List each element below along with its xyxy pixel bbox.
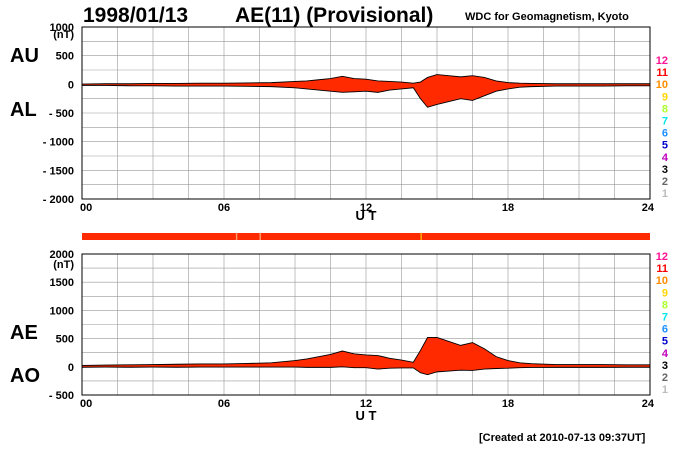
y-tick-label: 0: [68, 79, 74, 91]
legend-item: 10: [656, 79, 668, 91]
y-tick-label: - 1500: [43, 165, 74, 177]
x-axis-label: U T: [356, 408, 377, 423]
y-tick-label: 1500: [50, 277, 74, 289]
legend-item: 10: [656, 275, 668, 287]
legend-item: 4: [662, 348, 669, 360]
unit-label: (nT): [53, 29, 74, 41]
station-bar-mark: [259, 233, 261, 240]
series-line-al: [82, 85, 650, 108]
x-tick-label: 12: [360, 202, 372, 214]
x-tick-label: 06: [218, 398, 230, 410]
legend-item: 3: [662, 360, 668, 372]
legend-item: 8: [662, 299, 668, 311]
series-line-ao: [81, 366, 650, 376]
y-tick-label: 500: [56, 51, 74, 63]
y-tick-label: - 2000: [43, 194, 74, 206]
plot-frame: [81, 26, 651, 200]
station-bar: [82, 233, 650, 240]
legend-item: 12: [656, 55, 668, 67]
legend-item: 3: [662, 164, 668, 176]
side-label-ao: AO: [10, 365, 40, 387]
created-timestamp: [Created at 2010-07-13 09:37UT]: [479, 432, 646, 444]
x-tick-label: 18: [502, 398, 514, 410]
legend-item: 9: [662, 287, 668, 299]
y-tick-label: - 500: [49, 390, 74, 402]
legend-item: 5: [662, 336, 668, 348]
x-tick-label: 00: [80, 202, 92, 214]
y-tick-label: 0: [68, 362, 74, 374]
side-label-al: AL: [10, 99, 37, 121]
legend-item: 6: [662, 128, 668, 140]
x-axis-label: U T: [356, 208, 377, 223]
legend-item: 2: [662, 372, 668, 384]
x-tick-label: 24: [642, 398, 655, 410]
x-tick-label: 18: [502, 202, 514, 214]
y-tick-label: 500: [56, 334, 74, 346]
legend-item: 6: [662, 324, 668, 336]
institution-label: WDC for Geomagnetism, Kyoto: [465, 11, 629, 23]
legend-item: 8: [662, 103, 668, 115]
plot-frame: [81, 253, 651, 396]
side-label-au: AU: [10, 45, 39, 67]
legend-item: 7: [662, 116, 668, 128]
legend-item: 2: [662, 176, 668, 188]
station-bar-mark: [235, 233, 238, 240]
legend-item: 5: [662, 140, 668, 152]
plot-title: AE(11) (Provisional): [235, 4, 434, 27]
legend-item: 9: [662, 91, 668, 103]
legend-item: 11: [656, 67, 668, 79]
station-bar-mark: [420, 233, 422, 240]
y-tick-label: 1000: [50, 22, 74, 34]
plot-date: 1998/01/13: [83, 4, 189, 27]
band-fill: [82, 337, 650, 375]
x-tick-label: 00: [80, 398, 92, 410]
y-tick-label: 2000: [50, 249, 74, 261]
legend-item: 12: [656, 251, 668, 263]
x-tick-label: 06: [218, 202, 230, 214]
side-label-ae: AE: [10, 322, 38, 344]
series-line-au: [81, 74, 650, 85]
unit-label: (nT): [53, 259, 74, 271]
y-tick-label: 1000: [50, 305, 74, 317]
legend-item: 1: [662, 384, 668, 396]
x-tick-label: 12: [360, 398, 372, 410]
y-tick-label: - 500: [49, 108, 74, 120]
legend-item: 11: [656, 263, 668, 275]
series-line-ae: [81, 337, 650, 366]
y-tick-label: - 1000: [43, 137, 74, 149]
legend-item: 1: [662, 188, 668, 200]
legend-item: 4: [662, 152, 669, 164]
x-tick-label: 24: [642, 202, 655, 214]
legend-item: 7: [662, 312, 668, 324]
